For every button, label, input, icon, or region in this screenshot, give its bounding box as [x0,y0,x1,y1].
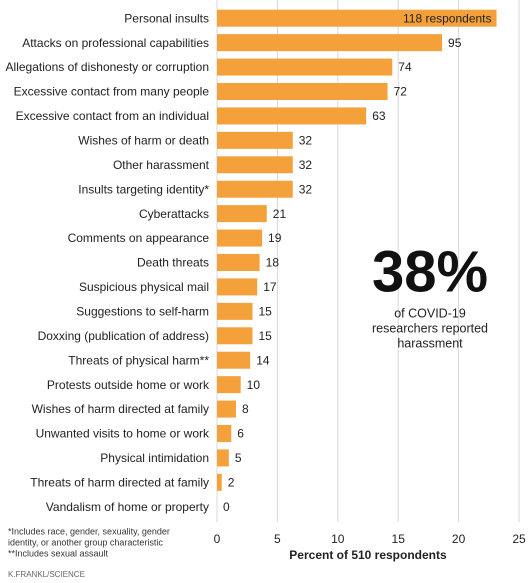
bar [217,83,388,100]
bar [217,229,263,247]
category-label: Protests outside home or work [47,378,210,392]
x-tick-label: 0 [214,532,221,546]
bar [217,58,393,76]
category-label: Personal insults [124,11,209,25]
value-label: 10 [247,378,261,392]
bar [217,302,253,320]
value-label: 118 respondents [403,11,492,25]
annotation-line: of COVID-19 [394,306,466,320]
category-label: Doxxing (publication of address) [38,329,209,343]
bar [217,34,443,52]
annotation-line: harassment [397,336,463,350]
value-label: 32 [299,182,313,196]
value-label: 5 [235,451,242,465]
footnote: *Includes race, gender, sexuality, gende… [8,526,170,536]
value-label: 32 [299,134,313,148]
footnote: identity, or another group characteristi… [8,537,163,547]
value-label: 63 [372,109,386,123]
bar [217,180,293,198]
bar [217,107,367,125]
bar [217,156,293,174]
value-label: 74 [398,60,412,74]
category-label: Vandalism of home or property [46,500,209,514]
annotation-headline: 38% [372,239,488,304]
annotation-line: researchers reported [372,321,488,335]
value-label: 15 [259,305,273,319]
value-label: 32 [299,158,313,172]
bar [217,131,293,149]
value-label: 19 [268,231,282,245]
category-label: Wishes of harm or death [78,134,209,148]
value-label: 95 [448,36,462,50]
category-label: Excessive contact from many people [14,85,210,99]
bar [217,278,258,296]
value-label: 14 [256,353,270,367]
category-label: Threats of harm directed at family [30,476,209,490]
bar [217,351,251,369]
bar [217,449,229,467]
bar [217,254,260,271]
bar [217,205,267,223]
category-label: Comments on appearance [68,231,210,245]
bar [217,473,222,491]
value-label: 0 [223,500,230,514]
category-label: Suspicious physical mail [79,280,209,294]
bar [217,376,241,394]
category-label: Unwanted visits to home or work [36,427,210,441]
bar [217,9,497,27]
value-label: 18 [266,256,280,270]
x-axis-label: Percent of 510 respondents [289,548,447,562]
category-label: Other harassment [113,158,210,172]
category-label: Excessive contact from an individual [16,109,209,123]
bar [217,400,236,418]
value-label: 6 [237,427,244,441]
footnote: **Includes sexual assault [8,548,109,558]
x-tick-label: 10 [331,532,345,546]
category-label: Threats of physical harm** [68,353,209,367]
value-label: 17 [263,280,277,294]
x-tick-label: 15 [392,532,406,546]
x-tick-label: 25 [512,532,526,546]
bar [217,425,232,442]
category-label: Allegations of dishonesty or corruption [6,60,209,74]
category-label: Cyberattacks [139,207,209,221]
category-label: Attacks on professional capabilities [22,36,209,50]
value-label: 8 [242,402,249,416]
bar [217,327,253,345]
value-label: 72 [394,85,408,99]
credit: K.FRANKL/SCIENCE [8,570,85,579]
category-label: Wishes of harm directed at family [32,402,209,416]
category-label: Physical intimidation [100,451,209,465]
x-tick-label: 5 [274,532,281,546]
value-label: 15 [259,329,273,343]
x-tick-label: 20 [452,532,466,546]
category-label: Death threats [137,256,209,270]
category-label: Suggestions to self-harm [76,305,209,319]
value-label: 21 [273,207,287,221]
value-label: 2 [228,476,235,490]
category-label: Insults targeting identity* [78,182,209,196]
